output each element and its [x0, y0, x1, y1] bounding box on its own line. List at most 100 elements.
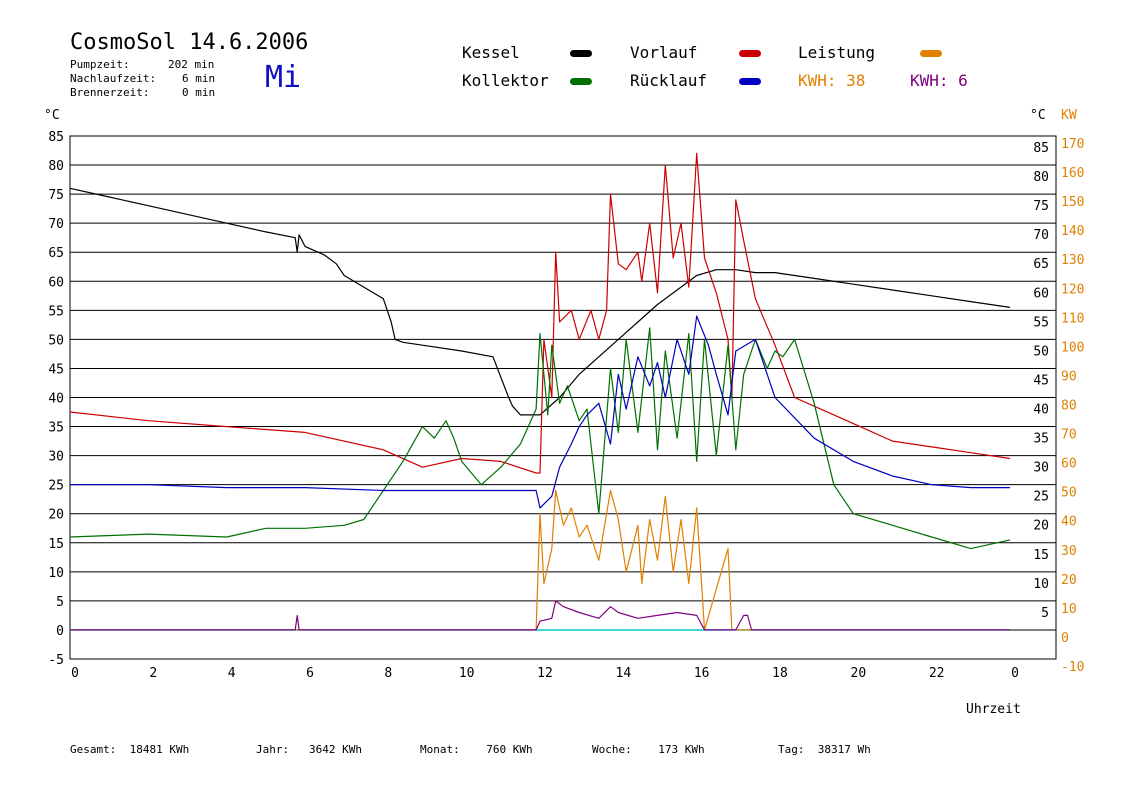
y-right-tick-label: 55	[1033, 315, 1049, 330]
x-tick-label: 14	[616, 666, 632, 681]
y-right-tick-label: 20	[1033, 519, 1049, 534]
legend-ruecklauf: Rücklauf	[630, 71, 708, 90]
y2-tick-label: 160	[1061, 166, 1084, 181]
footer-monat: Monat: 760 KWh	[420, 743, 533, 756]
y2-tick-label: 90	[1061, 369, 1077, 384]
x-tick-label: 16	[694, 666, 710, 681]
x-tick-label: 0	[71, 666, 79, 681]
y-tick-label: 35	[48, 421, 64, 436]
y-right-tick-label: 10	[1033, 577, 1049, 592]
chart-title: CosmoSol 14.6.2006	[70, 30, 309, 55]
legend-kollektor: Kollektor	[462, 71, 549, 90]
y-right-tick-label: 45	[1033, 373, 1049, 388]
legend-kwh-leistung: KWH: 38	[798, 71, 866, 90]
y-tick-label: 5	[56, 595, 64, 610]
y2-tick-label: 120	[1061, 282, 1084, 297]
y-tick-label: 80	[48, 159, 64, 174]
y-tick-label: 75	[48, 188, 64, 203]
y-right-tick-label: 40	[1033, 403, 1049, 418]
y-tick-label: 85	[48, 130, 64, 145]
legend-vorlauf: Vorlauf	[630, 43, 698, 62]
y2-tick-label: 80	[1061, 399, 1077, 414]
x-tick-label: 22	[929, 666, 945, 681]
y-right-tick-label: 80	[1033, 170, 1049, 185]
legend-kessel-swatch	[570, 50, 592, 57]
series-line-kwh2	[70, 600, 1010, 631]
right-kw-unit-label: KW	[1061, 108, 1077, 123]
weekday-label: Mi	[265, 60, 302, 95]
series-line-leistung	[70, 489, 1010, 631]
y2-tick-label: 10	[1061, 602, 1077, 617]
info-brennerzeit-label: Brennerzeit:	[70, 86, 150, 99]
y2-tick-label: 0	[1061, 631, 1069, 646]
y-right-tick-label: 85	[1033, 141, 1049, 156]
y-tick-label: 65	[48, 246, 64, 261]
x-tick-label: 2	[149, 666, 157, 681]
info-pumpzeit-label: Pumpzeit:	[70, 58, 130, 71]
footer-gesamt: Gesamt: 18481 KWh	[70, 743, 190, 756]
y-tick-label: 70	[48, 217, 64, 232]
y-tick-label: 25	[48, 479, 64, 494]
y-tick-label: 10	[48, 566, 64, 581]
legend-kollektor-swatch	[570, 78, 592, 85]
x-tick-label: 8	[384, 666, 392, 681]
y2-tick-label: 20	[1061, 573, 1077, 588]
y-right-tick-label: 30	[1033, 461, 1049, 476]
x-tick-label: 20	[851, 666, 867, 681]
x-tick-label: 18	[772, 666, 788, 681]
y-right-tick-label: 65	[1033, 257, 1049, 272]
y2-tick-label: 110	[1061, 311, 1084, 326]
y-right-tick-label: 50	[1033, 344, 1049, 359]
x-tick-label: 6	[306, 666, 314, 681]
y2-tick-label: 100	[1061, 340, 1084, 355]
legend-vorlauf-swatch	[739, 50, 761, 57]
footer-woche: Woche: 173 KWh	[592, 743, 705, 756]
y-right-tick-label: 60	[1033, 286, 1049, 301]
y2-tick-label: 70	[1061, 428, 1077, 443]
y-tick-label: 60	[48, 275, 64, 290]
x-axis-label: Uhrzeit	[966, 702, 1021, 717]
y2-tick-label: 130	[1061, 253, 1084, 268]
series-line-vorlauf	[69, 152, 1011, 474]
right-unit-label: °C	[1030, 108, 1046, 123]
y-tick-label: 20	[48, 508, 64, 523]
series-line-ruecklauf	[70, 315, 1010, 509]
y2-tick-label: 140	[1061, 224, 1084, 239]
legend-kessel: Kessel	[462, 43, 520, 62]
info-brennerzeit-value: 0 min	[182, 86, 216, 99]
series-line-kessel	[69, 187, 1011, 416]
footer-tag: Tag: 38317 Wh	[778, 743, 871, 756]
series-line-kollektor	[69, 327, 1011, 550]
y-right-tick-label: 5	[1041, 606, 1049, 621]
y2-tick-label: 60	[1061, 457, 1077, 472]
y2-tick-label: 30	[1061, 544, 1077, 559]
left-unit-label: °C	[44, 108, 60, 123]
x-tick-label: 0	[1011, 666, 1019, 681]
y-tick-label: 40	[48, 392, 64, 407]
y-right-tick-label: 15	[1033, 548, 1049, 563]
y-tick-label: 55	[48, 304, 64, 319]
y-tick-label: 30	[48, 450, 64, 465]
y-right-tick-label: 70	[1033, 228, 1049, 243]
y-tick-label: 50	[48, 333, 64, 348]
y-right-tick-label: 75	[1033, 199, 1049, 214]
x-tick-label: 10	[459, 666, 475, 681]
x-tick-label: 12	[537, 666, 553, 681]
footer-jahr: Jahr: 3642 KWh	[256, 743, 362, 756]
x-tick-label: 4	[228, 666, 236, 681]
legend-kwh-second: KWH: 6	[910, 71, 968, 90]
y2-tick-label: -10	[1061, 660, 1084, 675]
y2-tick-label: 40	[1061, 515, 1077, 530]
y-right-tick-label: 25	[1033, 490, 1049, 505]
legend-leistung: Leistung	[798, 43, 876, 62]
y-right-tick-label: 35	[1033, 432, 1049, 447]
y2-tick-label: 50	[1061, 486, 1077, 501]
y2-tick-label: 150	[1061, 195, 1084, 210]
info-nachlaufzeit-value: 6 min	[182, 72, 216, 85]
info-nachlaufzeit-label: Nachlaufzeit:	[70, 72, 157, 85]
y-tick-label: -5	[48, 653, 64, 668]
legend-ruecklauf-swatch	[739, 78, 761, 85]
y-tick-label: 0	[56, 624, 64, 639]
y2-tick-label: 170	[1061, 137, 1084, 152]
